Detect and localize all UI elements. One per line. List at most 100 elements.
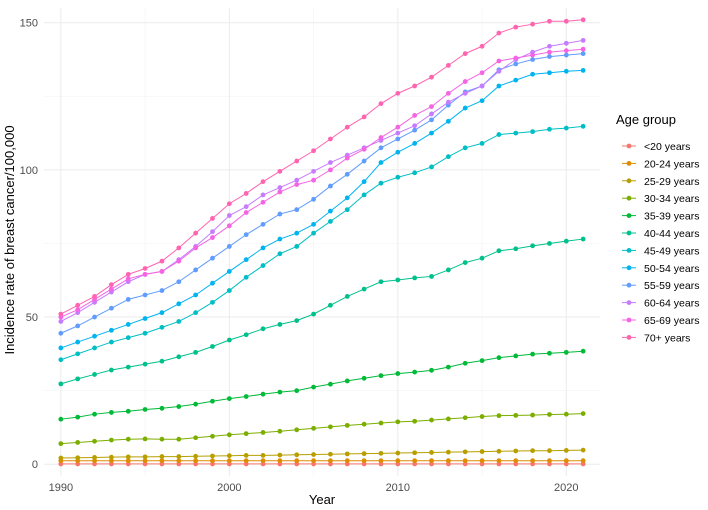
data-point — [378, 458, 384, 464]
data-point — [210, 344, 215, 349]
data-point — [378, 450, 384, 456]
data-point — [176, 279, 182, 285]
data-point — [92, 372, 97, 377]
y-axis-ticks: 0 50 100 150 — [20, 18, 38, 472]
data-point — [58, 381, 64, 387]
legend-item: 70+ years — [622, 332, 690, 344]
legend: Age group <20 years 20-24 years 25-29 year… — [616, 112, 699, 344]
data-point — [243, 394, 249, 399]
data-point — [479, 70, 485, 76]
legend-key-point — [626, 143, 632, 149]
data-point — [412, 113, 418, 118]
data-point — [125, 454, 131, 460]
series-line — [60, 238, 584, 385]
data-point — [142, 330, 148, 336]
data-point — [328, 451, 333, 457]
data-point — [429, 417, 434, 423]
data-point — [530, 71, 536, 77]
legend-items: <20 years 20-24 years 25-29 years 30-34 yea… — [622, 141, 699, 344]
data-point — [563, 40, 569, 46]
data-point — [142, 458, 148, 464]
legend-label: <20 years — [644, 141, 690, 153]
data-point — [513, 130, 519, 136]
data-point — [108, 282, 114, 288]
data-point — [395, 450, 401, 456]
data-point — [260, 245, 266, 251]
data-point — [344, 422, 350, 428]
data-point — [530, 458, 536, 464]
data-point — [243, 453, 249, 458]
data-point — [563, 411, 569, 417]
y-tick-label: 50 — [26, 312, 38, 324]
data-point — [530, 21, 536, 27]
data-point — [547, 43, 552, 49]
series-9 — [58, 37, 586, 324]
data-point — [92, 333, 97, 339]
series-line — [60, 69, 584, 349]
data-point — [328, 167, 333, 173]
data-point — [395, 124, 401, 130]
data-point — [294, 182, 300, 188]
data-point — [311, 177, 316, 183]
data-point — [294, 318, 300, 323]
data-point — [445, 458, 451, 464]
data-point — [580, 236, 586, 242]
series-line — [60, 48, 584, 318]
data-point — [311, 221, 316, 227]
data-point — [142, 407, 148, 412]
data-point — [75, 440, 81, 445]
legend-item: 25-29 years — [622, 176, 699, 188]
legend-key-point — [626, 265, 632, 271]
data-point — [125, 436, 131, 442]
data-point — [445, 63, 451, 68]
data-point — [479, 358, 485, 364]
data-point — [547, 448, 552, 454]
data-point — [193, 230, 199, 236]
data-point — [210, 216, 215, 221]
series-8 — [58, 51, 586, 336]
series-line — [60, 449, 584, 459]
data-point — [58, 330, 64, 336]
data-point — [142, 266, 148, 271]
data-point — [513, 246, 519, 252]
data-point — [277, 185, 283, 190]
data-point — [142, 436, 148, 442]
data-point — [125, 364, 131, 370]
series-1 — [58, 458, 586, 464]
legend-item: 60-64 years — [622, 298, 699, 310]
legend-item: 30-34 years — [622, 193, 699, 205]
data-point — [176, 319, 182, 324]
data-point — [412, 141, 418, 146]
data-point — [496, 68, 502, 74]
data-point — [277, 189, 283, 195]
data-point — [513, 55, 519, 61]
x-tick-label: 1990 — [49, 482, 73, 494]
data-point — [445, 267, 451, 273]
data-point — [226, 244, 232, 249]
data-point — [243, 210, 249, 215]
data-point — [580, 51, 586, 57]
series-4 — [58, 348, 586, 422]
data-point — [294, 388, 300, 394]
data-point — [92, 314, 97, 320]
data-point — [344, 207, 350, 213]
data-point — [226, 223, 232, 229]
legend-item: 55-59 years — [622, 280, 699, 292]
data-point — [547, 126, 552, 132]
data-point — [378, 135, 384, 140]
data-point — [260, 263, 266, 268]
data-point — [193, 453, 199, 459]
data-point — [513, 458, 519, 464]
series-line — [60, 125, 584, 361]
data-point — [243, 332, 249, 338]
data-point — [563, 18, 569, 24]
data-point — [92, 455, 97, 460]
data-point — [243, 191, 249, 196]
legend-key-point — [626, 335, 632, 340]
data-point — [75, 414, 81, 420]
data-point — [580, 447, 586, 453]
data-point — [210, 398, 215, 404]
data-point — [58, 416, 64, 422]
data-point — [260, 221, 266, 227]
data-point — [328, 208, 333, 214]
